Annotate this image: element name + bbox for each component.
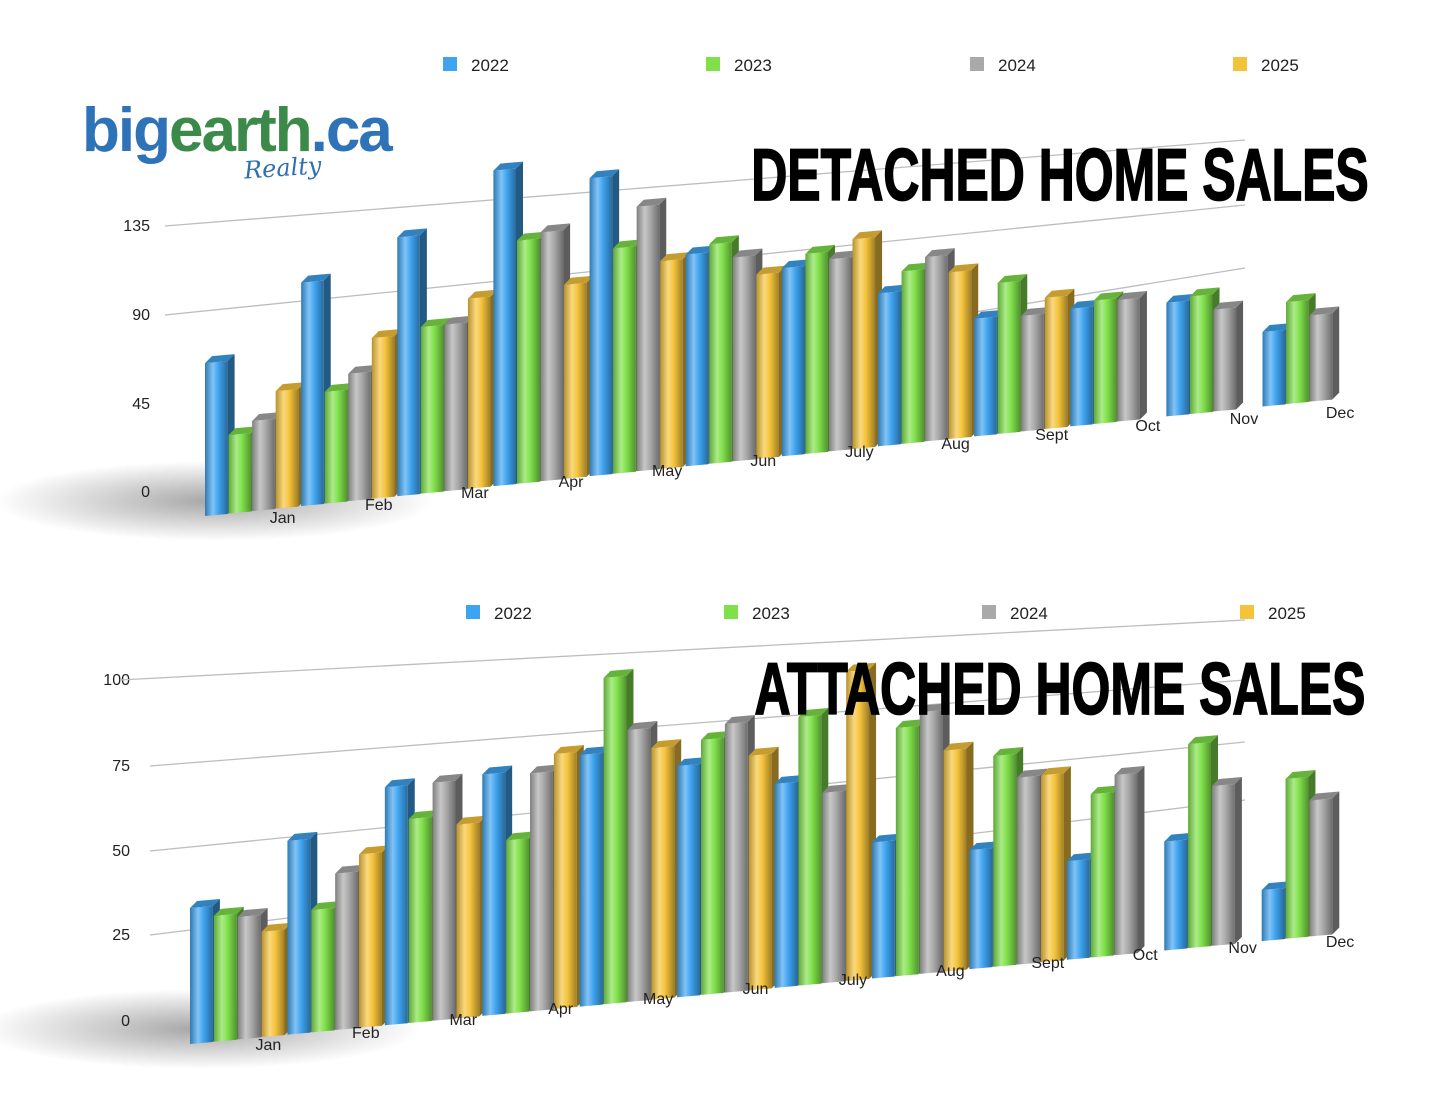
bar-aug-2025 bbox=[943, 741, 974, 972]
y-tick-label: 100 bbox=[103, 672, 130, 689]
bar-oct-2024 bbox=[1114, 766, 1145, 956]
bar-may-2025 bbox=[660, 252, 690, 469]
bar-aug-2025 bbox=[948, 263, 979, 439]
logo: bigearth.ca Realty bbox=[82, 96, 412, 192]
legend-label: 2024 bbox=[998, 56, 1036, 75]
bar-mar-2025 bbox=[456, 815, 487, 1019]
x-tick-label: Sept bbox=[1031, 955, 1064, 972]
bar-oct-2024 bbox=[1117, 290, 1147, 422]
bar-dec-2024 bbox=[1309, 306, 1340, 402]
legend-swatch bbox=[466, 605, 480, 619]
chart-1: 2022 2023 2024 2025 0 45 90 135 Jan Feb Mar Apr May J… bbox=[0, 56, 1369, 541]
legend-swatch bbox=[1233, 57, 1247, 71]
bar-nov-2024 bbox=[1213, 300, 1244, 412]
bar-sept-2025 bbox=[1044, 288, 1075, 430]
legend-swatch bbox=[970, 57, 984, 71]
y-tick-label: 50 bbox=[112, 843, 130, 860]
bar-jun-2025 bbox=[748, 746, 779, 991]
logo-part-a: big bbox=[82, 96, 171, 165]
bar-jun-2025 bbox=[756, 265, 786, 459]
y-tick-label: 135 bbox=[123, 218, 150, 235]
x-tick-label: Aug bbox=[936, 963, 964, 980]
x-tick-label: Sept bbox=[1035, 427, 1068, 444]
logo-wordmark: bigearth.ca bbox=[82, 96, 393, 166]
x-tick-label: Jan bbox=[256, 1037, 282, 1054]
legend-label: 2022 bbox=[494, 604, 532, 623]
gridline bbox=[149, 679, 1246, 767]
x-tick-label: Apr bbox=[548, 1001, 574, 1018]
x-tick-label: July bbox=[845, 444, 873, 461]
legend-label: 2024 bbox=[1010, 604, 1048, 623]
x-tick-label: Dec bbox=[1326, 405, 1354, 422]
bar-apr-2025 bbox=[564, 275, 594, 479]
bar-may-2025 bbox=[651, 739, 682, 1000]
x-tick-label: Mar bbox=[461, 485, 489, 502]
bar-feb-2025 bbox=[359, 845, 389, 1028]
x-tick-label: Jan bbox=[270, 510, 296, 527]
legend-swatch bbox=[982, 605, 996, 619]
x-tick-label: May bbox=[652, 463, 682, 480]
x-tick-label: Dec bbox=[1326, 934, 1354, 951]
bar-sept-2025 bbox=[1041, 766, 1071, 963]
x-tick-label: Mar bbox=[449, 1012, 477, 1029]
legend-label: 2025 bbox=[1268, 604, 1306, 623]
gridline bbox=[119, 619, 1246, 681]
bar-july-2025 bbox=[852, 230, 883, 449]
bar-mar-2025 bbox=[467, 289, 498, 489]
bar-dec-2024 bbox=[1309, 791, 1340, 937]
y-tick-label: 75 bbox=[112, 758, 130, 775]
bar-jan-2025 bbox=[261, 922, 292, 1038]
x-tick-label: July bbox=[839, 972, 867, 989]
legend-label: 2023 bbox=[752, 604, 790, 623]
chart-title: ATTACHED HOME SALES bbox=[755, 648, 1366, 730]
legend-swatch bbox=[706, 57, 720, 71]
legend-swatch bbox=[443, 57, 457, 71]
y-tick-label: 0 bbox=[121, 1013, 130, 1030]
bar-apr-2025 bbox=[553, 745, 584, 1010]
logo-part-c: .ca bbox=[310, 96, 393, 165]
x-tick-label: Apr bbox=[559, 474, 585, 491]
legend-label: 2025 bbox=[1261, 56, 1299, 75]
bar-nov-2024 bbox=[1211, 777, 1242, 946]
y-tick-label: 25 bbox=[112, 927, 130, 944]
y-tick-label: 45 bbox=[132, 396, 150, 413]
y-tick-label: 0 bbox=[141, 484, 150, 501]
y-tick-label: 90 bbox=[132, 307, 150, 324]
legend-swatch bbox=[724, 605, 738, 619]
x-tick-label: Jun bbox=[743, 981, 769, 998]
gridline bbox=[164, 139, 1246, 227]
x-tick-label: Oct bbox=[1133, 947, 1158, 964]
x-tick-label: May bbox=[643, 991, 673, 1008]
chart-2: 2022 2023 2024 2025 0 25 50 75 100 Jan Feb Mar Apr Ma… bbox=[0, 604, 1366, 1069]
bar-feb-2025 bbox=[371, 329, 402, 499]
chart-title: DETACHED HOME SALES bbox=[751, 134, 1368, 216]
x-tick-label: Aug bbox=[941, 436, 969, 453]
x-tick-label: Oct bbox=[1135, 418, 1160, 435]
legend-label: 2023 bbox=[734, 56, 772, 75]
x-tick-label: Nov bbox=[1230, 411, 1258, 428]
x-tick-label: Feb bbox=[352, 1025, 380, 1042]
bar-jan-2025 bbox=[275, 382, 306, 509]
x-tick-label: Jun bbox=[750, 453, 776, 470]
x-tick-label: Feb bbox=[365, 497, 393, 514]
logo-part-b: earth bbox=[168, 96, 313, 165]
x-tick-label: Nov bbox=[1228, 940, 1256, 957]
legend-label: 2022 bbox=[471, 56, 509, 75]
legend-swatch bbox=[1240, 605, 1254, 619]
